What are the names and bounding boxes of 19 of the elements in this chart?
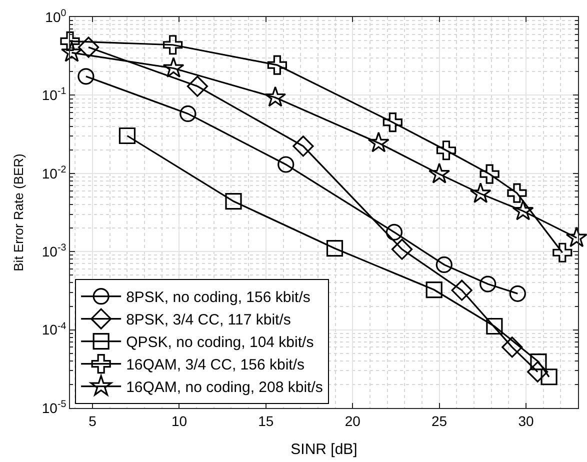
y-tick-label: 10$^{-4}$ <box>42 320 67 338</box>
y-tick-label: 10$^{-5}$ <box>42 399 67 416</box>
y-tick-label: 10$^{-2}$ <box>42 164 66 182</box>
x-tick-label: 25 <box>432 412 448 429</box>
x-tick-label: 20 <box>344 412 361 429</box>
legend-label: 16QAM, no coding, 208 kbit/s <box>126 379 323 396</box>
x-tick-label: 30 <box>518 412 534 429</box>
legend-label: 8PSK, no coding, 156 kbit/s <box>126 289 310 306</box>
y-tick-label: 10$^{-3}$ <box>42 242 67 260</box>
x-tick-label: 15 <box>258 412 274 429</box>
x-tick-label: 10 <box>171 412 188 429</box>
y-axis-title: Bit Error Rate (BER) <box>10 154 26 272</box>
y-tick-label: 10$^{0}$ <box>45 8 67 25</box>
legend-label: 16QAM, 3/4 CC, 156 kbit/s <box>126 356 304 374</box>
legend-label: QPSK, no coding, 104 kbit/s <box>126 334 314 352</box>
x-axis-title: SINR [dB] <box>290 440 358 458</box>
y-tick-label: 10$^{-1}$ <box>42 86 66 104</box>
x-tick-label: 5 <box>88 412 97 429</box>
legend-label: 8PSK, 3/4 CC, 117 kbit/s <box>126 312 291 329</box>
